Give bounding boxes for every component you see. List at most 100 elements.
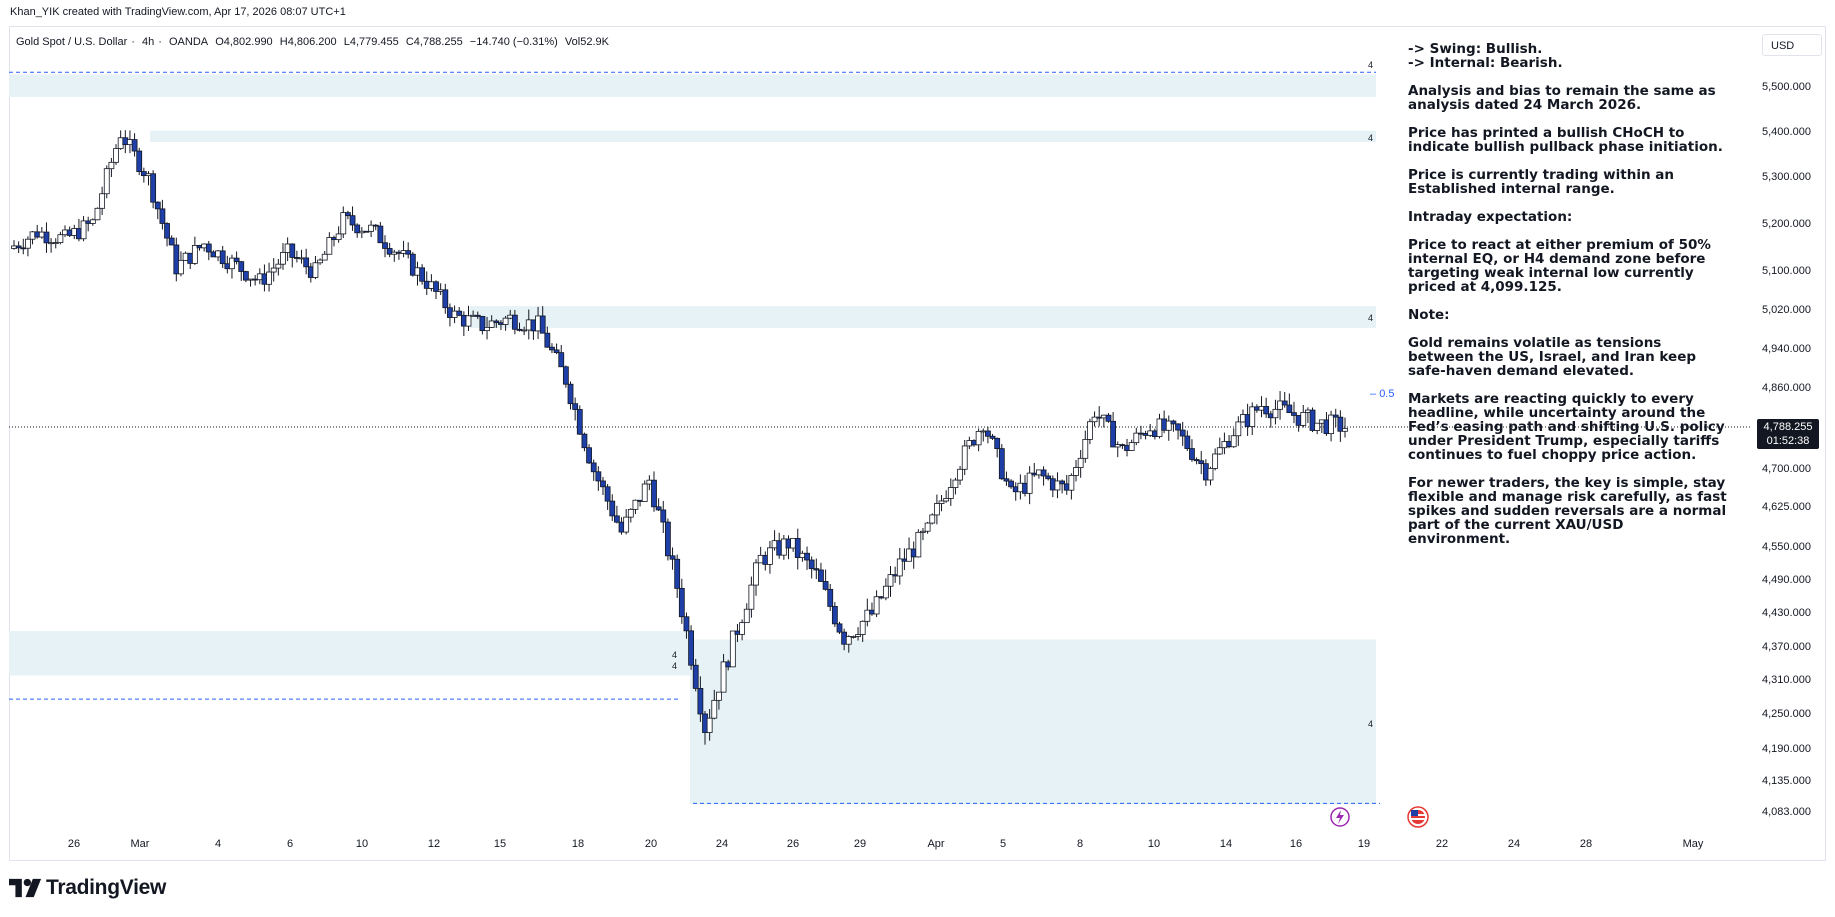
candle-body[interactable] [678,587,685,618]
candle-body[interactable] [1059,480,1066,485]
candle-body[interactable] [113,148,119,163]
candle-body[interactable] [1328,414,1334,435]
candle-body[interactable] [484,326,490,332]
candle-body[interactable] [562,366,569,385]
candle-body[interactable] [89,219,96,224]
candle-body[interactable] [312,262,319,278]
candle-body[interactable] [1128,442,1135,451]
candle-body[interactable] [961,445,968,470]
candle-body[interactable] [943,498,950,502]
candle-body[interactable] [164,223,170,239]
candle-body[interactable] [1082,438,1089,459]
candle-body[interactable] [1337,416,1344,432]
candle-body[interactable] [692,664,699,689]
candle-body[interactable] [683,616,690,632]
candle-body[interactable] [474,314,481,317]
candle-body[interactable] [502,317,509,325]
candle-body[interactable] [275,263,282,269]
candle-body[interactable] [739,622,746,635]
candle-body[interactable] [1300,412,1307,426]
candle-body[interactable] [1179,429,1186,437]
candle-body[interactable] [178,259,184,275]
candle-body[interactable] [154,201,161,210]
candle-body[interactable] [1207,467,1214,481]
candle-body[interactable] [456,310,463,316]
candle-body[interactable] [52,242,59,244]
candle-body[interactable] [99,193,106,209]
candle-body[interactable] [711,699,718,719]
candle-body[interactable] [632,499,639,510]
candle-body[interactable] [191,245,198,264]
candle-body[interactable] [651,479,657,508]
candle-body[interactable] [340,212,347,235]
candle-body[interactable] [1175,423,1181,431]
candle-body[interactable] [613,515,620,523]
candle-body[interactable] [572,403,579,410]
candle-body[interactable] [289,243,296,258]
candle-body[interactable] [804,552,810,561]
candle-body[interactable] [595,471,602,482]
candle-body[interactable] [827,588,834,607]
candle-body[interactable] [15,245,22,249]
candle-body[interactable] [864,609,871,622]
candle-body[interactable] [150,173,157,203]
candle-body[interactable] [1026,472,1033,494]
candle-body[interactable] [326,237,333,255]
candle-body[interactable] [794,538,801,558]
candle-body[interactable] [1309,409,1316,431]
candle-body[interactable] [859,620,866,635]
candle-body[interactable] [609,500,616,517]
candle-body[interactable] [813,568,820,571]
candle-body[interactable] [753,562,759,586]
candle-body[interactable] [173,244,180,275]
candle-body[interactable] [627,508,634,518]
candle-body[interactable] [994,437,1001,450]
candle-body[interactable] [729,630,736,668]
candle-body[interactable] [1230,435,1237,448]
candle-body[interactable] [433,281,439,292]
candle-body[interactable] [521,329,528,332]
candle-body[interactable] [1235,421,1242,437]
candle-body[interactable] [688,630,694,666]
candle-body[interactable] [720,661,727,693]
candle-body[interactable] [553,349,560,354]
candle-body[interactable] [933,503,940,516]
candle-body[interactable] [136,150,143,172]
candle-body[interactable] [405,250,412,255]
candle-body[interactable] [108,161,115,170]
candle-body[interactable] [1040,469,1047,477]
candle-body[interactable] [938,500,945,504]
candle-body[interactable] [229,257,235,270]
candle-body[interactable] [205,243,212,253]
candle-body[interactable] [822,581,829,590]
candle-body[interactable] [549,346,555,351]
candle-body[interactable] [604,486,611,502]
candle-body[interactable] [1077,457,1084,468]
candle-body[interactable] [242,271,249,281]
candle-body[interactable] [896,558,903,577]
candle-body[interactable] [1091,416,1098,423]
candle-body[interactable] [1189,448,1195,460]
candle-body[interactable] [1165,420,1172,431]
symbol-timeframe[interactable]: 4h [142,36,155,48]
candle-body[interactable] [1272,408,1279,419]
candle-body[interactable] [1003,478,1010,482]
candle-body[interactable] [952,479,959,488]
candle-body[interactable] [1045,475,1052,480]
candle-body[interactable] [845,636,852,645]
candle-body[interactable] [57,234,64,243]
candle-body[interactable] [303,257,310,268]
candle-body[interactable] [511,314,518,330]
candle-body[interactable] [887,574,894,587]
candle-body[interactable] [957,468,963,481]
candle-body[interactable] [1263,406,1270,415]
candle-body[interactable] [567,383,574,405]
candle-body[interactable] [743,608,750,624]
candle-body[interactable] [168,237,175,246]
candle-body[interactable] [873,596,880,615]
candle-body[interactable] [697,687,704,715]
candle-body[interactable] [1068,475,1075,491]
candle-body[interactable] [488,320,495,328]
candle-body[interactable] [600,480,606,488]
